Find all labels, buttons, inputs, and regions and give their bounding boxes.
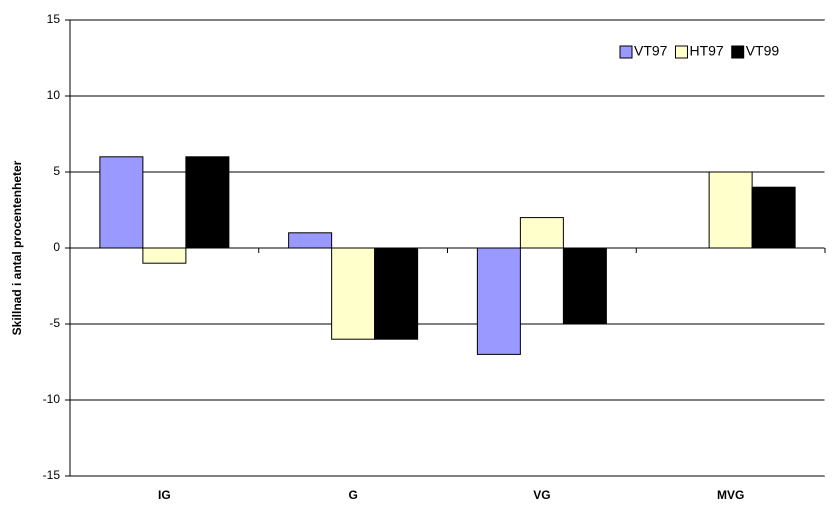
legend-label: VT97 (634, 43, 668, 59)
legend-label: VT99 (746, 43, 780, 59)
y-tick-label: -5 (49, 316, 60, 330)
y-tick-label: -15 (43, 468, 61, 482)
legend-swatch (619, 45, 633, 59)
bar (142, 247, 187, 264)
legend-swatch (674, 45, 688, 59)
bar (519, 217, 564, 249)
y-tick-label: 0 (53, 240, 60, 254)
bar (751, 186, 796, 249)
x-tick-label: IG (158, 488, 171, 502)
y-tick-label: 10 (47, 88, 61, 102)
y-axis-label: Skillnad i antal procentenheter (10, 160, 24, 335)
legend-swatch (731, 45, 745, 59)
x-tick-label: G (348, 488, 357, 502)
y-tick-label: -10 (43, 392, 61, 406)
bar (374, 247, 419, 340)
y-tick-label: 5 (53, 164, 60, 178)
y-tick-label: 15 (47, 12, 61, 26)
bar (476, 247, 521, 355)
bar (331, 247, 376, 340)
bar (708, 171, 753, 249)
x-tick-label: VG (533, 488, 550, 502)
x-tick-label: MVG (717, 488, 744, 502)
bar (99, 156, 144, 249)
legend-label: HT97 (689, 43, 723, 59)
bar (288, 232, 333, 249)
bar (562, 247, 607, 325)
bar (185, 156, 230, 249)
